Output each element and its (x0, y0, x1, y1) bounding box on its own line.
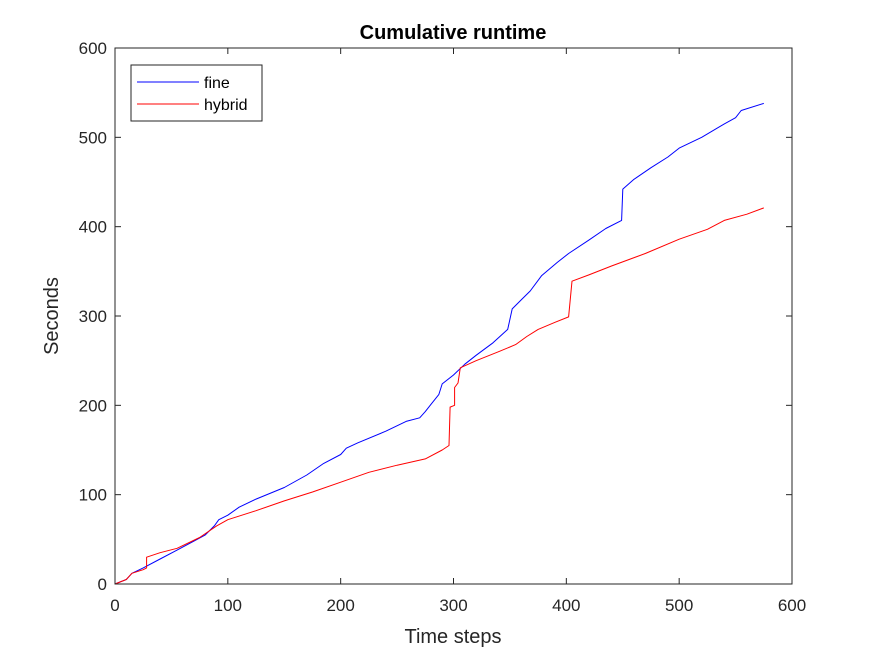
y-tick-label: 400 (79, 218, 107, 237)
legend-label-hybrid: hybrid (204, 97, 248, 114)
plot-area (115, 48, 792, 584)
series-line-hybrid (114, 207, 764, 585)
series-layer (114, 102, 764, 585)
y-tick-label: 600 (79, 39, 107, 58)
y-axis-label: Seconds (41, 277, 63, 355)
x-axis-label: Time steps (404, 626, 501, 648)
x-tick-label: 500 (665, 596, 693, 615)
chart-title: Cumulative runtime (360, 22, 547, 44)
series-line-fine (114, 102, 764, 585)
legend-label-fine: fine (204, 75, 230, 92)
x-tick-label: 200 (326, 596, 354, 615)
legend-box (130, 64, 263, 122)
x-tick-label: 0 (110, 596, 119, 615)
y-tick-label: 0 (98, 575, 107, 594)
y-tick-label: 500 (79, 128, 107, 147)
x-tick-label: 300 (439, 596, 467, 615)
x-tick-label: 600 (778, 596, 806, 615)
y-tick-label: 300 (79, 307, 107, 326)
y-tick-label: 200 (79, 396, 107, 415)
x-tick-label: 100 (214, 596, 242, 615)
tick-layer: 0 100 200 300 400 500 600 0 100 200 300 400 500 600 (79, 39, 807, 615)
y-tick-label: 100 (79, 486, 107, 505)
legend: fine hybrid (130, 64, 263, 122)
x-tick-label: 400 (552, 596, 580, 615)
